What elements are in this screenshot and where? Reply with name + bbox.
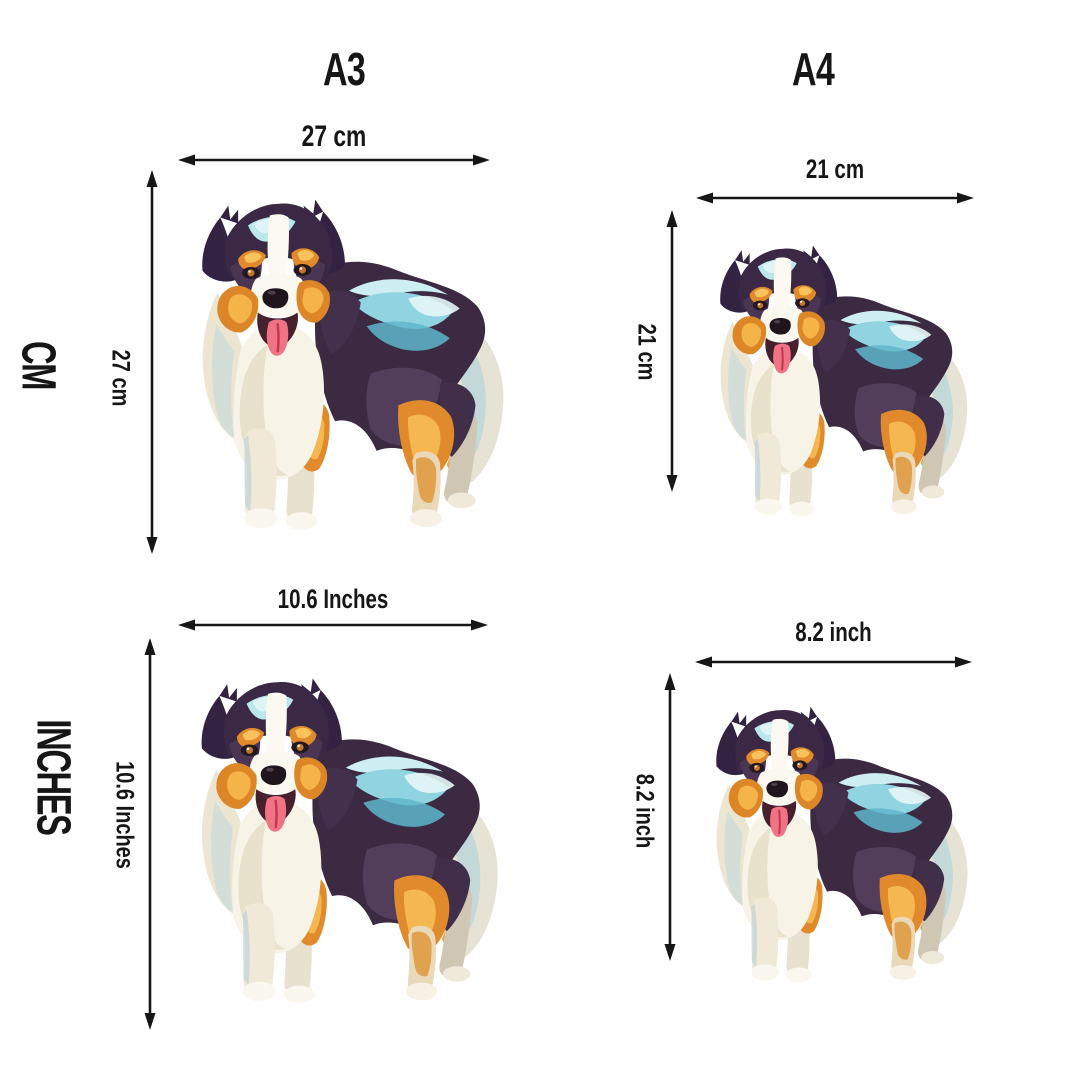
height-label-a4-inches: 8.2 inch [630, 773, 659, 849]
australian-shepherd-illustration-a3-cm [201, 198, 505, 532]
australian-shepherd-illustration-a4-inches [715, 705, 969, 984]
size-header-a4: A4 [791, 43, 835, 95]
width-arrow-icon-a4-cm [696, 192, 974, 204]
australian-shepherd-illustration-a3-inches [200, 677, 499, 1005]
height-label-a4-cm: 21 cm [632, 323, 661, 381]
height-arrow-icon-a4-inches [664, 673, 676, 961]
width-label-a4-inches: 8.2 inch [795, 617, 872, 647]
height-arrow-icon-a3-inches [144, 638, 156, 1030]
height-label-a3-inches: 10.6 Inches [110, 761, 139, 869]
australian-shepherd-illustration-a4-cm [719, 244, 969, 518]
height-arrow-icon-a4-cm [666, 210, 678, 492]
width-arrow-icon-a4-inches [695, 656, 972, 668]
unit-row-label-cm: CM [11, 340, 65, 390]
size-header-a3: A3 [322, 43, 366, 95]
width-arrow-icon-a3-cm [178, 154, 490, 166]
width-label-a3-cm: 27 cm [301, 120, 367, 153]
height-label-a3-cm: 27 cm [106, 349, 135, 407]
height-arrow-icon-a3-cm [146, 170, 158, 554]
width-label-a3-inches: 10.6 Inches [277, 584, 389, 614]
unit-row-label-inches: INCHES [26, 719, 80, 835]
width-label-a4-cm: 21 cm [805, 154, 865, 184]
width-arrow-icon-a3-inches [178, 619, 488, 631]
